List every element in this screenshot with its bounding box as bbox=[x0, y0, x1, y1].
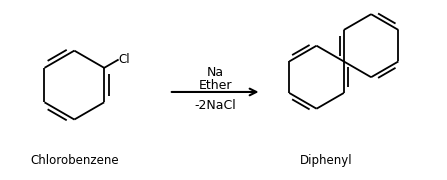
Text: Ether: Ether bbox=[198, 79, 232, 92]
Text: -2NaCl: -2NaCl bbox=[194, 99, 236, 112]
Text: Chlorobenzene: Chlorobenzene bbox=[30, 154, 118, 167]
Text: Diphenyl: Diphenyl bbox=[300, 154, 353, 167]
Text: Cl: Cl bbox=[119, 53, 131, 66]
Text: Na: Na bbox=[207, 66, 224, 79]
